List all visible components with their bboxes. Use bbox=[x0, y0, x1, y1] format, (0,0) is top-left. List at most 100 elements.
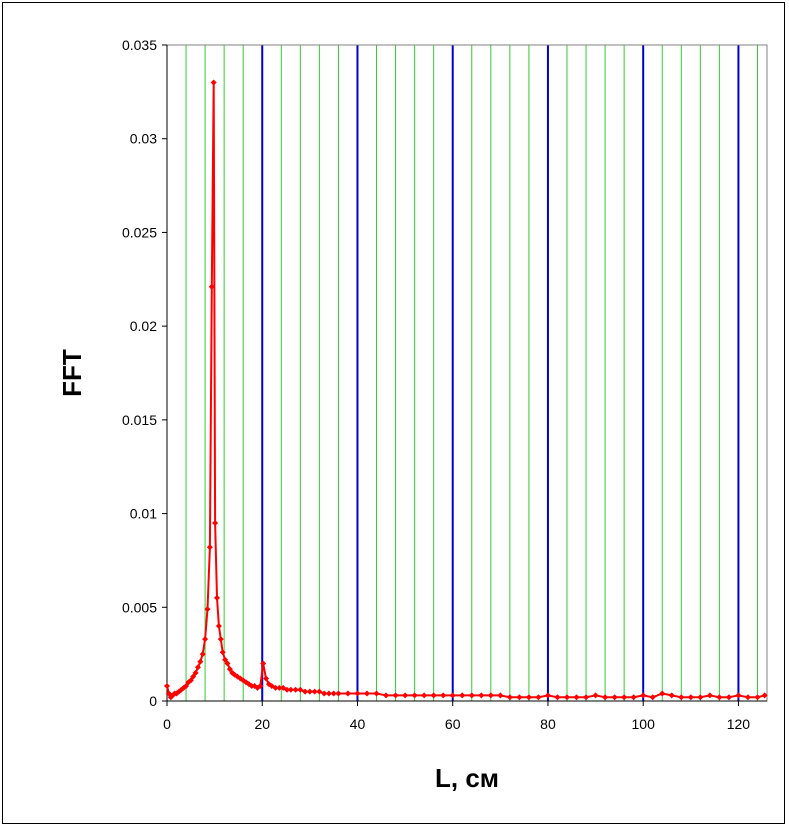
data-point bbox=[190, 673, 197, 680]
data-point bbox=[260, 660, 267, 667]
data-point bbox=[202, 636, 209, 643]
data-point bbox=[284, 686, 290, 693]
axis-layer bbox=[162, 44, 767, 706]
x-tick-label: 20 bbox=[254, 716, 270, 732]
data-point bbox=[210, 79, 217, 86]
data-point bbox=[478, 692, 485, 699]
data-point bbox=[668, 692, 675, 699]
data-point bbox=[335, 690, 342, 697]
x-axis-title: L, см bbox=[435, 763, 499, 793]
data-point bbox=[194, 664, 201, 671]
data-point bbox=[272, 684, 279, 691]
data-point bbox=[754, 694, 761, 701]
data-point bbox=[222, 656, 229, 663]
data-point bbox=[573, 694, 580, 701]
data-point bbox=[192, 669, 199, 676]
data-point bbox=[706, 692, 713, 699]
data-point bbox=[487, 692, 494, 699]
data-point bbox=[535, 694, 542, 701]
data-point bbox=[744, 694, 751, 701]
data-point bbox=[311, 688, 318, 695]
data-point bbox=[735, 692, 742, 699]
y-tick-label: 0 bbox=[149, 693, 157, 709]
data-point bbox=[459, 692, 466, 699]
data-point bbox=[630, 694, 637, 701]
data-point bbox=[197, 658, 204, 665]
data-point bbox=[204, 606, 211, 613]
data-point bbox=[263, 675, 270, 682]
data-point bbox=[297, 686, 304, 693]
data-point bbox=[430, 692, 437, 699]
y-tick-label: 0.015 bbox=[122, 412, 157, 428]
x-tick-label: 60 bbox=[445, 716, 461, 732]
data-point bbox=[316, 688, 323, 695]
data-point bbox=[516, 694, 523, 701]
data-point bbox=[373, 690, 380, 697]
data-point bbox=[611, 694, 618, 701]
data-point bbox=[215, 623, 222, 630]
data-point bbox=[497, 692, 504, 699]
data-point bbox=[208, 283, 215, 290]
data-point bbox=[697, 694, 704, 701]
y-tick-label: 0.02 bbox=[130, 318, 157, 334]
data-point bbox=[214, 594, 220, 601]
data-point bbox=[183, 683, 190, 690]
y-tick-label: 0.005 bbox=[122, 599, 157, 615]
data-point bbox=[330, 690, 337, 697]
data-point bbox=[287, 686, 294, 693]
data-point bbox=[544, 692, 551, 699]
data-point bbox=[506, 694, 513, 701]
x-tick-label: 100 bbox=[632, 716, 656, 732]
data-point bbox=[687, 694, 694, 701]
data-point bbox=[199, 651, 206, 658]
x-tick-label: 40 bbox=[350, 716, 366, 732]
data-point bbox=[219, 649, 226, 656]
y-tick-label: 0.03 bbox=[130, 131, 157, 147]
data-point bbox=[592, 692, 599, 699]
data-point bbox=[602, 694, 609, 701]
data-point bbox=[649, 694, 656, 701]
data-point bbox=[344, 690, 351, 697]
y-tick-label: 0.01 bbox=[130, 506, 157, 522]
data-point bbox=[302, 688, 309, 695]
data-point bbox=[306, 688, 313, 695]
data-point bbox=[440, 692, 447, 699]
data-point bbox=[621, 694, 628, 701]
data-point bbox=[392, 692, 399, 699]
tick-labels: 0 0.005 0.01 0.015 0.02 0.025 0.03 0.035 0 20 40 60… bbox=[122, 37, 750, 732]
data-point bbox=[321, 690, 328, 697]
data-point bbox=[224, 660, 231, 667]
data-point bbox=[640, 692, 647, 699]
x-tick-label: 120 bbox=[727, 716, 751, 732]
data-point bbox=[525, 694, 532, 701]
data-point bbox=[583, 694, 590, 701]
data-point bbox=[292, 686, 299, 693]
data-point bbox=[402, 692, 409, 699]
x-tick-label: 0 bbox=[163, 716, 171, 732]
data-point bbox=[257, 683, 264, 690]
data-point bbox=[206, 544, 213, 551]
data-point bbox=[276, 684, 283, 691]
data-point bbox=[383, 692, 390, 699]
data-point bbox=[411, 692, 418, 699]
data-point bbox=[678, 694, 685, 701]
y-axis-title: FFT bbox=[57, 349, 87, 397]
x-tick-label: 80 bbox=[540, 716, 556, 732]
data-point bbox=[716, 694, 723, 701]
data-point bbox=[226, 666, 233, 673]
series-layer bbox=[164, 79, 768, 701]
data-point bbox=[217, 636, 224, 643]
data-point bbox=[364, 690, 370, 697]
y-tick-label: 0.035 bbox=[122, 37, 157, 53]
data-point bbox=[164, 683, 170, 690]
data-point bbox=[187, 677, 194, 684]
data-point bbox=[421, 692, 428, 699]
data-point bbox=[325, 690, 332, 697]
data-point bbox=[449, 692, 456, 699]
y-tick-label: 0.025 bbox=[122, 224, 157, 240]
data-point bbox=[725, 694, 732, 701]
plot-area bbox=[166, 44, 768, 702]
grid-layer bbox=[185, 45, 758, 701]
